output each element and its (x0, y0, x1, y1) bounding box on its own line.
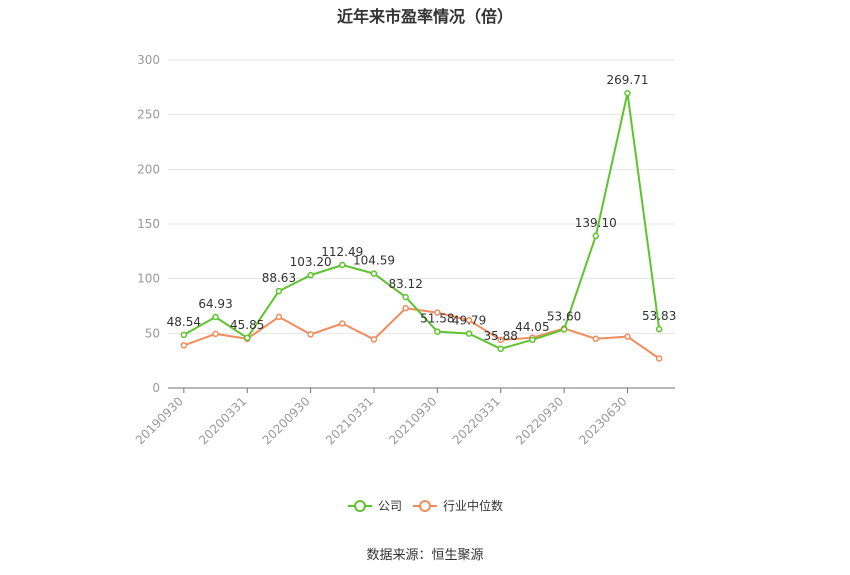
data-label: 139.10 (575, 216, 617, 230)
series-line-company (183, 92, 661, 350)
y-tick-label: 250 (137, 108, 160, 122)
data-point (434, 309, 441, 316)
data-point (243, 334, 251, 342)
data-label: 53.83 (642, 309, 676, 323)
x-tick-label: 20210930 (386, 394, 439, 447)
data-point (434, 328, 441, 335)
data-label: 35.88 (484, 329, 518, 343)
data-source: 数据来源：恒生聚源 (366, 548, 483, 563)
y-tick-label: 50 (145, 326, 160, 340)
legend-item-company[interactable]: 公司 (348, 499, 402, 513)
data-label: 269.71 (606, 73, 648, 87)
series (180, 89, 663, 362)
y-tick-label: 100 (137, 272, 160, 286)
series-line-industry (183, 307, 660, 360)
chart-title: 近年来市盈率情况（倍） (337, 7, 513, 26)
data-point (307, 331, 314, 338)
data-point (497, 345, 504, 353)
data-label: 112.49 (321, 245, 363, 259)
data-point (370, 270, 378, 277)
data-point (624, 333, 631, 340)
y-tick-label: 300 (137, 53, 160, 67)
data-label: 53.60 (547, 309, 581, 323)
data-point (529, 336, 536, 344)
legend-marker (354, 500, 366, 512)
data-point (592, 335, 600, 343)
data-point (655, 355, 663, 362)
data-point (465, 330, 473, 337)
legend-label: 行业中位数 (443, 498, 503, 513)
axes: 0 50 100 150 200 250 300 20190930 20200331 202009… (133, 53, 675, 447)
data-point (275, 287, 283, 295)
x-tick-label: 20220331 (450, 394, 503, 447)
x-tick-label: 20230630 (577, 394, 630, 447)
data-point (624, 89, 631, 97)
data-label: 83.12 (388, 277, 422, 291)
data-label: 49.79 (452, 314, 486, 328)
data-label: 104.59 (353, 254, 395, 268)
data-label: 44.05 (515, 320, 549, 334)
y-tick-label: 0 (152, 381, 160, 395)
data-point (339, 261, 346, 269)
data-point (370, 336, 378, 343)
data-label: 48.54 (167, 315, 201, 329)
legend-item-industry[interactable]: 行业中位数 (413, 498, 503, 513)
data-point (402, 293, 409, 301)
data-point (402, 304, 409, 312)
x-tick-label: 20200930 (260, 394, 313, 447)
grid (168, 59, 675, 334)
data-point (497, 336, 504, 344)
data-point (307, 271, 314, 279)
data-point (560, 326, 568, 333)
data-label: 88.63 (262, 271, 296, 285)
data-label: 45.85 (230, 318, 264, 332)
data-point (655, 325, 663, 333)
data-point (212, 313, 219, 321)
x-tick-label: 20210331 (323, 394, 376, 447)
data-point (592, 232, 600, 240)
legend-label: 公司 (378, 499, 402, 513)
data-point (180, 342, 188, 349)
data-point (339, 320, 346, 327)
data-point (180, 331, 188, 339)
data-label: 103.20 (290, 255, 332, 269)
data-label: 64.93 (198, 297, 232, 311)
x-tick-label: 20200331 (196, 394, 249, 447)
y-tick-label: 150 (137, 217, 160, 231)
y-tick-label: 200 (137, 162, 160, 176)
x-tick-label: 20220930 (513, 394, 566, 447)
data-point (212, 330, 219, 338)
data-point (465, 316, 473, 324)
data-label: 51.58 (420, 312, 454, 326)
x-tick-label: 20190930 (133, 394, 186, 447)
legend[interactable]: 公司 行业中位数 (348, 498, 503, 513)
legend-marker (419, 500, 431, 512)
data-point (275, 313, 283, 321)
